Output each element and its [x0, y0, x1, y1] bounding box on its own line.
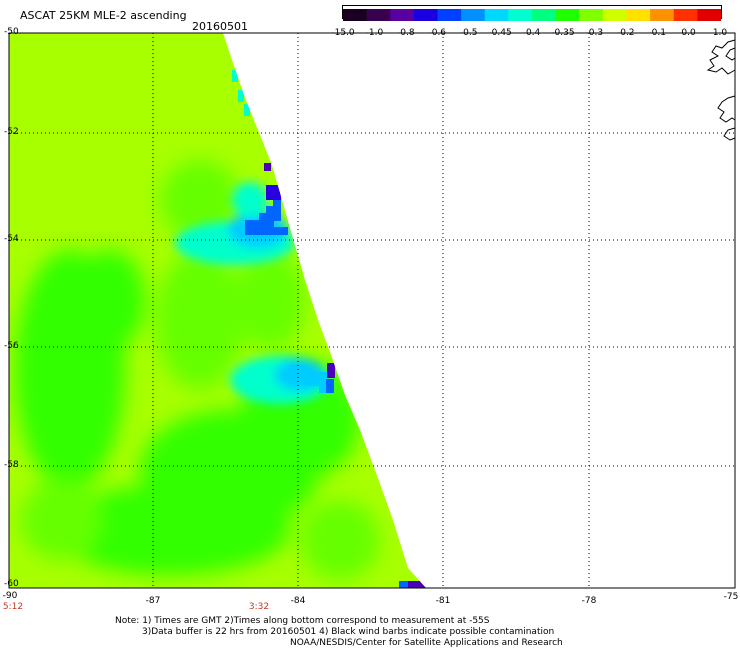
colorbar-segment — [461, 9, 486, 21]
wind-cell — [273, 206, 281, 214]
lat-label: -60 — [4, 579, 19, 589]
wind-cell — [259, 220, 267, 228]
footer-note-2: 3)Data buffer is 22 hrs from 20160501 4)… — [142, 627, 555, 637]
green-region — [160, 160, 240, 240]
wind-cell — [280, 227, 288, 235]
lat-label: -56 — [4, 341, 19, 351]
colorbar-segment — [508, 9, 533, 21]
wind-cell — [312, 372, 320, 379]
lon-label: -75 — [723, 592, 739, 602]
green-region — [50, 485, 290, 575]
lon-label: -78 — [581, 596, 597, 606]
colorbar-segment — [413, 9, 439, 21]
wind-cell — [319, 386, 327, 393]
wind-cell — [273, 185, 281, 193]
wind-cell — [307, 256, 314, 264]
wind-cell — [326, 386, 334, 393]
lon-label: -84 — [290, 596, 306, 606]
colorbar-segment — [437, 9, 462, 21]
wind-cell — [266, 213, 274, 221]
lon-label: -90 — [2, 591, 18, 601]
wind-cell — [399, 581, 409, 588]
colorbar-segment — [532, 9, 557, 21]
colorbar-segment — [390, 9, 415, 21]
wind-cell — [266, 227, 274, 235]
lat-label: -52 — [4, 127, 19, 137]
lat-label: -58 — [4, 460, 19, 470]
lat-label: -54 — [4, 234, 19, 244]
wind-cell — [300, 248, 307, 256]
wind-cell — [259, 227, 267, 235]
colorbar-segment — [366, 9, 391, 21]
colorbar — [342, 5, 722, 21]
wind-cell — [266, 185, 274, 193]
green-region — [235, 250, 305, 350]
wind-cell — [259, 213, 267, 221]
wind-cell — [273, 199, 281, 207]
wind-cell — [264, 163, 271, 171]
wind-cell — [232, 70, 238, 82]
green-region — [300, 500, 380, 580]
wind-cell — [266, 206, 274, 214]
wind-cell — [319, 372, 327, 379]
wind-cell — [319, 379, 327, 386]
lat-label: -50 — [4, 27, 19, 37]
wind-cell — [273, 227, 281, 235]
time-label: 3:32 — [248, 602, 270, 612]
colorbar-segment — [484, 9, 509, 21]
wind-cell — [327, 363, 335, 378]
wind-cell — [408, 581, 426, 588]
wind-cell — [245, 227, 253, 235]
lon-label: -81 — [435, 596, 451, 606]
coastline — [706, 39, 736, 141]
colorbar-segment — [650, 9, 675, 21]
colorbar-segment — [579, 9, 604, 21]
time-label: 5:12 — [2, 602, 24, 612]
wind-cell — [273, 213, 281, 221]
wind-cell — [238, 90, 244, 102]
wind-cell — [326, 379, 334, 386]
data-swath — [9, 33, 426, 588]
wind-cell — [244, 104, 250, 116]
graticule — [9, 33, 735, 588]
colorbar-segment — [673, 9, 698, 21]
wind-cell — [273, 192, 281, 200]
wind-cell — [252, 220, 260, 228]
colorbar-segment — [697, 9, 722, 21]
footer-note-3: NOAA/NESDIS/Center for Satellite Applica… — [290, 638, 563, 648]
colorbar-segment — [343, 9, 368, 21]
wind-cell — [252, 227, 260, 235]
green-region — [155, 250, 245, 390]
wind-cell — [312, 379, 320, 386]
wind-cell — [266, 192, 274, 200]
map-date: 20160501 — [192, 20, 248, 33]
colorbar-segment — [602, 9, 628, 21]
wind-cell — [305, 372, 313, 379]
wind-cell — [290, 365, 298, 372]
wind-cell — [298, 365, 306, 372]
map-title: ASCAT 25KM MLE-2 ascending — [20, 9, 187, 22]
footer-note-1: Note: 1) Times are GMT 2)Times along bot… — [115, 616, 490, 626]
plot-frame — [8, 32, 736, 589]
green-region — [20, 480, 100, 560]
colorbar-gradient — [343, 9, 722, 21]
colorbar-segment — [626, 9, 651, 21]
colorbar-segment — [555, 9, 580, 21]
wind-cell — [305, 379, 313, 386]
wind-cell — [245, 220, 253, 228]
green-region — [75, 250, 145, 350]
wind-cell — [266, 220, 274, 228]
cyan-region — [232, 182, 268, 218]
lon-label: -87 — [145, 596, 161, 606]
